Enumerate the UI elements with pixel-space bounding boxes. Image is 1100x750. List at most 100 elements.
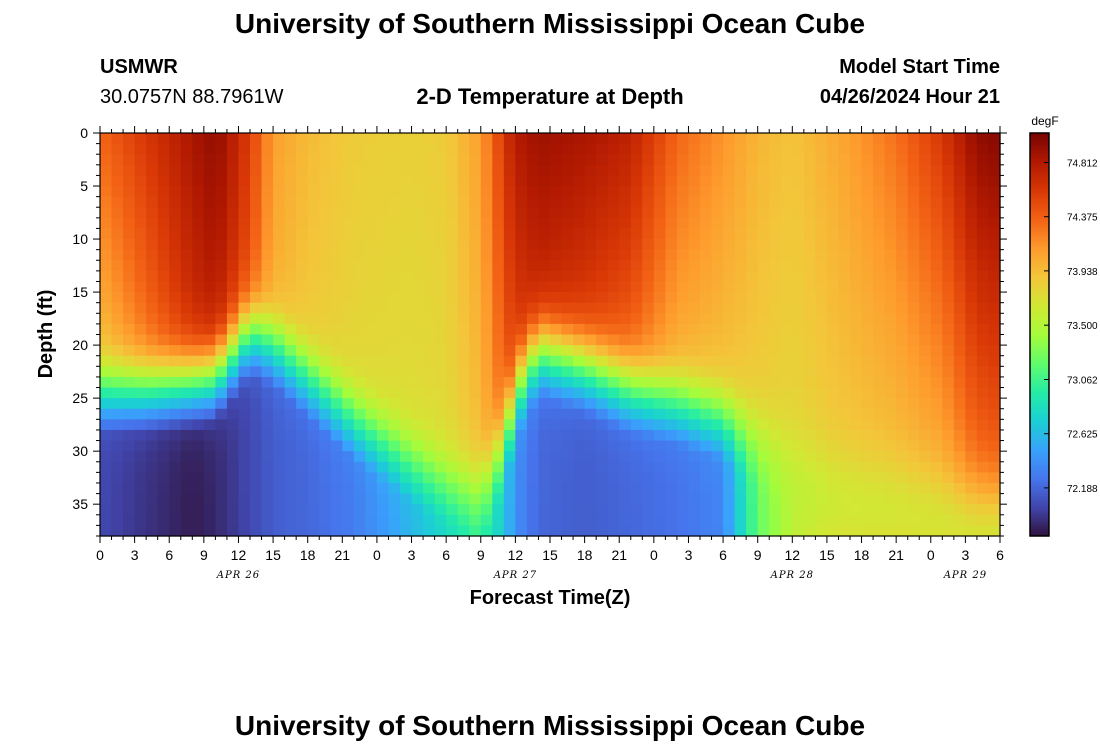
- heatmap-cell: [607, 260, 620, 272]
- heatmap-cell: [342, 217, 355, 230]
- heatmap-cell: [838, 249, 851, 261]
- heatmap-cell: [942, 429, 955, 442]
- heatmap-cell: [561, 429, 574, 442]
- heatmap-cell: [134, 302, 147, 314]
- heatmap-cell: [653, 451, 666, 463]
- heatmap-cell: [723, 461, 736, 473]
- colorbar-segment: [1030, 329, 1049, 333]
- heatmap-cell: [146, 398, 159, 410]
- heatmap-cell: [411, 429, 424, 442]
- colorbar-segment: [1030, 437, 1049, 441]
- heatmap-cell: [330, 217, 343, 230]
- x-tick-label: 21: [611, 547, 627, 563]
- heatmap-cell: [619, 292, 632, 304]
- heatmap-cell: [942, 504, 955, 516]
- heatmap-cell: [665, 493, 678, 505]
- heatmap-cell: [734, 429, 747, 442]
- heatmap-cell: [480, 186, 493, 198]
- heatmap-cell: [423, 313, 436, 325]
- heatmap-cell: [261, 525, 274, 537]
- heatmap-cell: [388, 408, 401, 420]
- colorbar-unit: degF: [1031, 114, 1058, 128]
- heatmap-cell: [607, 207, 620, 219]
- colorbar-segment: [1030, 475, 1049, 479]
- heatmap-cell: [469, 472, 482, 484]
- heatmap-cell: [734, 281, 747, 293]
- heatmap-cell: [538, 387, 551, 399]
- heatmap-cell: [734, 419, 747, 431]
- heatmap-cell: [573, 164, 586, 177]
- heatmap-cell: [203, 154, 216, 166]
- heatmap-cell: [111, 207, 124, 219]
- heatmap-cell: [123, 196, 136, 208]
- heatmap-cell: [492, 482, 505, 495]
- heatmap-cell: [307, 260, 320, 272]
- heatmap-cell: [723, 323, 736, 336]
- heatmap-cell: [503, 228, 516, 240]
- heatmap-cell: [538, 270, 551, 283]
- heatmap-cell: [850, 334, 863, 346]
- heatmap-cell: [342, 355, 355, 367]
- heatmap-cell: [850, 154, 863, 166]
- heatmap-cell: [180, 154, 193, 166]
- heatmap-cell: [388, 345, 401, 357]
- heatmap-cell: [330, 387, 343, 399]
- heatmap-cell: [365, 419, 378, 431]
- colorbar-segment: [1030, 455, 1049, 459]
- heatmap-cell: [792, 419, 805, 431]
- heatmap-cell: [203, 366, 216, 378]
- heatmap-cell: [480, 154, 493, 166]
- heatmap-cell: [896, 323, 909, 336]
- heatmap-cell: [226, 514, 240, 526]
- heatmap-cell: [607, 461, 620, 473]
- heatmap-cell: [642, 334, 655, 346]
- colorbar-segment: [1030, 311, 1049, 315]
- heatmap-cell: [665, 387, 678, 399]
- heatmap-cell: [492, 472, 505, 484]
- heatmap-cell: [907, 175, 920, 187]
- heatmap-cell: [965, 270, 978, 283]
- heatmap-cell: [111, 143, 124, 155]
- heatmap-cell: [850, 228, 863, 240]
- colorbar-ticks: 74.81274.37573.93873.50073.06272.62572.1…: [1044, 159, 1098, 495]
- heatmap-cell: [192, 292, 205, 304]
- colorbar-segment: [1030, 382, 1049, 386]
- heatmap-cell: [988, 408, 1001, 420]
- heatmap-cell: [238, 451, 251, 463]
- heatmap-cell: [792, 366, 805, 378]
- colorbar-segment: [1030, 140, 1049, 144]
- heatmap-cell: [538, 398, 551, 410]
- heatmap-cell: [273, 482, 286, 495]
- heatmap-cell: [884, 429, 897, 442]
- heatmap-cell: [757, 440, 770, 452]
- heatmap-cell: [711, 387, 724, 399]
- heatmap-cell: [146, 408, 159, 420]
- heatmap-cell: [111, 440, 124, 452]
- heatmap-cell: [573, 376, 586, 389]
- heatmap-cell: [769, 260, 782, 272]
- heatmap-cell: [953, 440, 966, 452]
- heatmap-cell: [803, 355, 816, 367]
- heatmap-cell: [296, 472, 309, 484]
- heatmap-cell: [746, 228, 759, 240]
- heatmap-cell: [169, 493, 182, 505]
- heatmap-cell: [792, 302, 805, 314]
- heatmap-cell: [180, 472, 193, 484]
- heatmap-cell: [746, 292, 759, 304]
- heatmap-cell: [446, 419, 459, 431]
- heatmap-cell: [400, 292, 413, 304]
- heatmap-cell: [942, 164, 955, 177]
- heatmap-cell: [953, 345, 966, 357]
- heatmap-cell: [942, 525, 955, 537]
- heatmap-cell: [365, 366, 378, 378]
- heatmap-cell: [226, 217, 240, 230]
- heatmap-cell: [584, 154, 597, 166]
- heatmap-cell: [826, 504, 840, 516]
- x-tick-label: 6: [996, 547, 1004, 563]
- heatmap-cell: [169, 143, 182, 155]
- heatmap-cell: [134, 482, 147, 495]
- heatmap-cell: [850, 387, 863, 399]
- heatmap-cell: [815, 281, 828, 293]
- heatmap-cell: [457, 143, 470, 155]
- heatmap-cell: [446, 313, 459, 325]
